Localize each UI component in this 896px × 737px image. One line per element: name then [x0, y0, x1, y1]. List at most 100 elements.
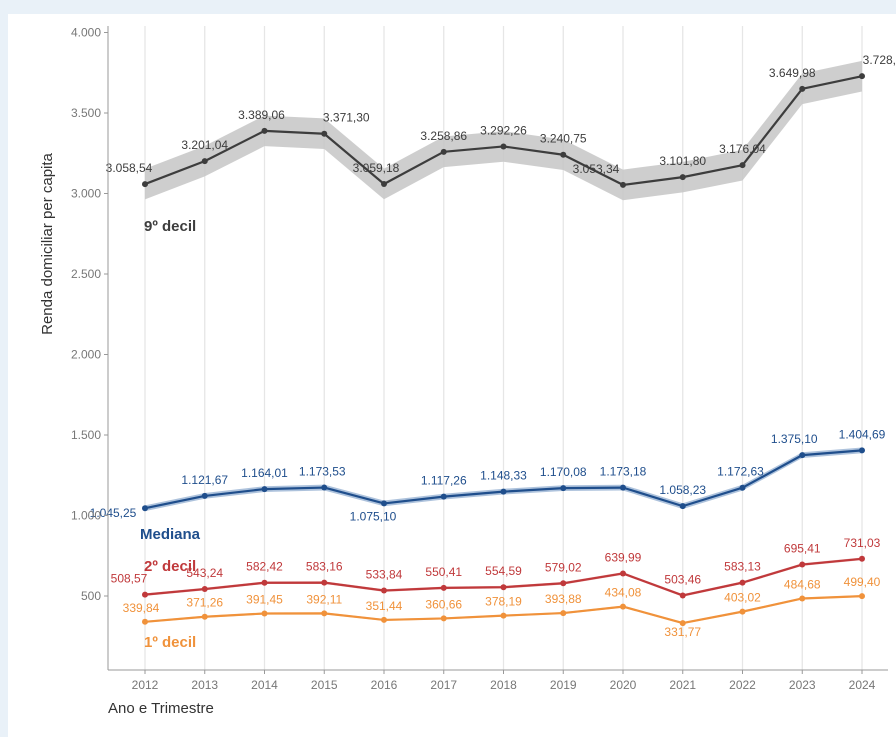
data-label: 554,59	[485, 564, 522, 578]
x-tick-label: 2014	[251, 678, 278, 692]
data-label: 3.240,75	[540, 132, 587, 146]
data-point	[679, 620, 686, 627]
data-point	[500, 143, 507, 150]
x-tick-label: 2015	[311, 678, 338, 692]
data-point	[679, 174, 686, 181]
data-point	[142, 618, 148, 625]
data-label: 339,84	[123, 601, 160, 615]
x-tick-label: 2022	[729, 678, 756, 692]
data-point	[799, 85, 806, 92]
data-point	[799, 595, 806, 602]
data-label: 391,45	[246, 592, 283, 606]
y-axis-title: Renda domiciliar per capita	[39, 152, 56, 334]
data-point	[440, 615, 447, 622]
data-point	[201, 613, 208, 620]
data-point	[440, 584, 447, 591]
data-point	[739, 162, 746, 169]
x-tick-label: 2012	[132, 678, 159, 692]
series-name-labels: 9º decil Mediana 2º decil 1º decil	[140, 218, 201, 651]
data-point	[381, 500, 387, 507]
data-label: 639,99	[605, 550, 642, 564]
x-axis-title: Ano e Trimestre	[108, 700, 214, 717]
data-point	[261, 486, 268, 493]
data-point	[201, 492, 208, 499]
data-point	[560, 580, 567, 587]
data-point	[381, 616, 387, 623]
data-point	[859, 593, 865, 600]
data-label: 351,44	[366, 599, 403, 613]
data-point	[679, 503, 686, 510]
data-point	[560, 151, 567, 158]
data-label: 503,46	[664, 572, 701, 586]
data-label: 371,26	[186, 596, 223, 610]
data-labels: 3.058,54 3.201,04 3.389,06 3.371,30 3.059,18…	[90, 53, 896, 639]
data-point	[799, 452, 806, 459]
data-label: 508,57	[111, 572, 148, 586]
data-point	[500, 612, 507, 619]
data-label: 579,02	[545, 560, 582, 574]
data-point	[620, 484, 626, 491]
series-name-label: 9º decil	[144, 218, 196, 235]
x-tick-label: 2017	[430, 678, 457, 692]
line-chart: 3.058,54 3.201,04 3.389,06 3.371,30 3.059,18…	[39, 26, 896, 718]
data-label: 1.045,25	[90, 506, 137, 520]
data-point	[739, 484, 746, 491]
data-point	[859, 447, 865, 454]
chart-panel: 3.058,54 3.201,04 3.389,06 3.371,30 3.059,18…	[8, 14, 896, 737]
y-tick-label: 4.000	[71, 26, 101, 40]
y-tick-label: 3.000	[71, 187, 101, 201]
data-point	[500, 488, 507, 495]
data-label: 3.059,18	[353, 161, 400, 175]
x-tick-label: 2021	[669, 678, 696, 692]
data-point	[321, 130, 328, 137]
data-point	[799, 561, 806, 568]
data-point	[739, 608, 746, 615]
y-tick-label: 2.500	[71, 267, 101, 281]
y-tick-label: 500	[81, 589, 101, 603]
x-tick-label: 2023	[789, 678, 816, 692]
data-label: 392,11	[306, 592, 342, 606]
x-tick-label: 2019	[550, 678, 577, 692]
data-point	[201, 158, 208, 165]
y-tick-label: 1.500	[71, 428, 101, 442]
data-label: 1.173,18	[600, 465, 647, 479]
x-tick-label: 2020	[610, 678, 637, 692]
data-label: 434,08	[605, 586, 642, 600]
data-label: 331,77	[664, 625, 701, 639]
data-label: 3.649,98	[769, 66, 816, 80]
data-point	[321, 579, 328, 586]
series-points	[142, 73, 865, 627]
data-point	[142, 505, 148, 512]
data-label: 731,03	[844, 536, 881, 550]
data-point	[321, 484, 328, 491]
x-tick-label: 2024	[849, 678, 876, 692]
data-point	[620, 181, 626, 188]
data-label: 1.058,23	[659, 483, 706, 497]
data-point	[620, 570, 626, 577]
data-point	[381, 180, 387, 187]
data-point	[859, 555, 865, 562]
data-label: 1.170,08	[540, 465, 587, 479]
data-point	[560, 485, 567, 492]
data-label: 403,02	[724, 591, 761, 605]
data-label: 1.404,69	[839, 427, 886, 441]
data-label: 1.164,01	[241, 466, 288, 480]
data-point	[321, 610, 328, 617]
data-label: 583,16	[306, 560, 343, 574]
data-label: 3.371,30	[323, 111, 370, 125]
series-name-label: 2º decil	[144, 558, 196, 575]
data-label: 1.172,63	[717, 465, 764, 479]
data-point	[739, 579, 746, 586]
data-label: 1.121,67	[181, 473, 228, 487]
data-label: 1.173,53	[299, 465, 346, 479]
data-point	[142, 181, 148, 188]
data-label: 582,42	[246, 560, 283, 574]
data-label: 3.728,72	[863, 53, 896, 67]
data-label: 393,88	[545, 592, 582, 606]
data-point	[560, 610, 567, 617]
y-tick-label: 2.000	[71, 348, 101, 362]
data-label: 3.176,04	[719, 142, 766, 156]
data-point	[500, 584, 507, 591]
data-point	[859, 73, 865, 80]
series-name-label: Mediana	[140, 526, 201, 543]
